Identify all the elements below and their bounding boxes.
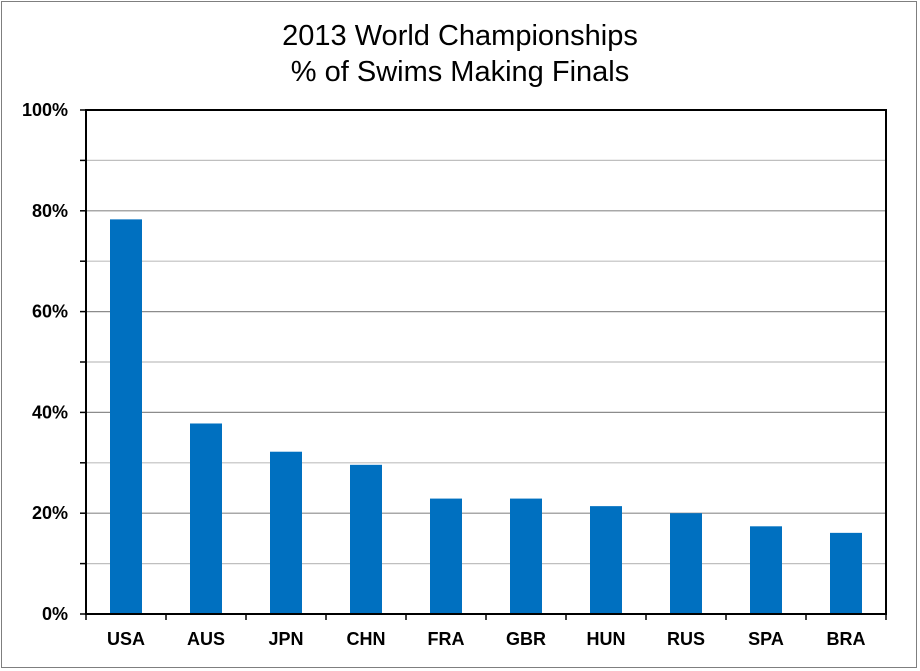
bar-fra <box>430 498 462 614</box>
chart-title-line-1: 2013 World Championships <box>282 20 638 52</box>
x-tick-label-spa: SPA <box>748 629 784 649</box>
bar-aus <box>190 423 222 614</box>
axes: 0% 20% 40% 60% 80% 100% USA AUS JPN CHN FRA GBR HUN R… <box>22 100 887 649</box>
y-tick-label: 60% <box>32 302 68 322</box>
bar-rus <box>670 513 702 614</box>
y-tick-label: 40% <box>32 402 68 422</box>
x-tick-label-bra: BRA <box>827 629 866 649</box>
y-tick-label: 0% <box>42 604 68 624</box>
bar-jpn <box>270 451 302 614</box>
bar-hun <box>590 506 622 614</box>
x-tick-label-chn: CHN <box>347 629 386 649</box>
bar-gbr <box>510 498 542 614</box>
x-tick-label-jpn: JPN <box>268 629 303 649</box>
x-tick-label-gbr: GBR <box>506 629 546 649</box>
x-tick-label-aus: AUS <box>187 629 225 649</box>
x-tick-label-usa: USA <box>107 629 145 649</box>
y-tick-label: 20% <box>32 503 68 523</box>
bar-bra <box>830 532 862 614</box>
bar-spa <box>750 526 782 614</box>
y-tick-label: 100% <box>22 100 68 120</box>
x-tick-label-fra: FRA <box>428 629 465 649</box>
x-tick-label-hun: HUN <box>587 629 626 649</box>
y-tick-label: 80% <box>32 201 68 221</box>
chart-title-line-2: % of Swims Making Finals <box>291 56 629 88</box>
bar-usa <box>110 219 142 615</box>
bar-chn <box>350 464 382 614</box>
x-tick-label-rus: RUS <box>667 629 705 649</box>
bars <box>110 219 862 615</box>
